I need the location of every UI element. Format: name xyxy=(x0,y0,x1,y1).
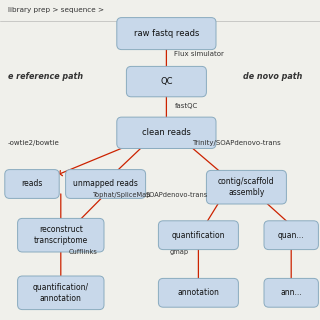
FancyBboxPatch shape xyxy=(264,221,318,250)
Text: unmapped reads: unmapped reads xyxy=(73,180,138,188)
Text: de novo path: de novo path xyxy=(243,72,303,81)
FancyBboxPatch shape xyxy=(206,170,286,204)
Text: fastQC: fastQC xyxy=(174,103,198,109)
Text: quantification: quantification xyxy=(172,231,225,240)
Text: ann...: ann... xyxy=(280,288,302,297)
FancyBboxPatch shape xyxy=(264,278,318,307)
Text: contig/scaffold
assembly: contig/scaffold assembly xyxy=(218,177,275,197)
FancyBboxPatch shape xyxy=(117,18,216,50)
FancyBboxPatch shape xyxy=(18,218,104,252)
Text: reads: reads xyxy=(21,180,43,188)
Text: reconstruct
transcriptome: reconstruct transcriptome xyxy=(34,225,88,245)
FancyBboxPatch shape xyxy=(18,276,104,310)
Text: gmap: gmap xyxy=(170,249,189,254)
Text: Cufflinks: Cufflinks xyxy=(69,249,98,254)
FancyBboxPatch shape xyxy=(117,117,216,148)
Text: Trinity/SOAPdenovo-trans: Trinity/SOAPdenovo-trans xyxy=(192,140,281,146)
FancyBboxPatch shape xyxy=(66,170,146,198)
Text: quan...: quan... xyxy=(278,231,304,240)
Text: raw fastq reads: raw fastq reads xyxy=(134,29,199,38)
Text: annotation: annotation xyxy=(178,288,219,297)
Text: library prep > sequence >: library prep > sequence > xyxy=(8,7,104,12)
Text: Flux simulator: Flux simulator xyxy=(174,51,224,57)
Text: e reference path: e reference path xyxy=(8,72,83,81)
FancyBboxPatch shape xyxy=(158,221,238,250)
Text: clean reads: clean reads xyxy=(142,128,191,137)
FancyBboxPatch shape xyxy=(5,170,59,198)
Text: -owtie2/bowtie: -owtie2/bowtie xyxy=(8,140,60,146)
FancyBboxPatch shape xyxy=(158,278,238,307)
Text: QC: QC xyxy=(160,77,173,86)
Text: SOAPdenovo-trans: SOAPdenovo-trans xyxy=(146,192,208,198)
Text: Tophat/SpliceMap: Tophat/SpliceMap xyxy=(93,192,151,198)
FancyBboxPatch shape xyxy=(126,67,206,97)
Text: de novo path: de novo path xyxy=(0,319,1,320)
Text: e reference path: e reference path xyxy=(0,319,1,320)
Text: quantification/
annotation: quantification/ annotation xyxy=(33,283,89,303)
